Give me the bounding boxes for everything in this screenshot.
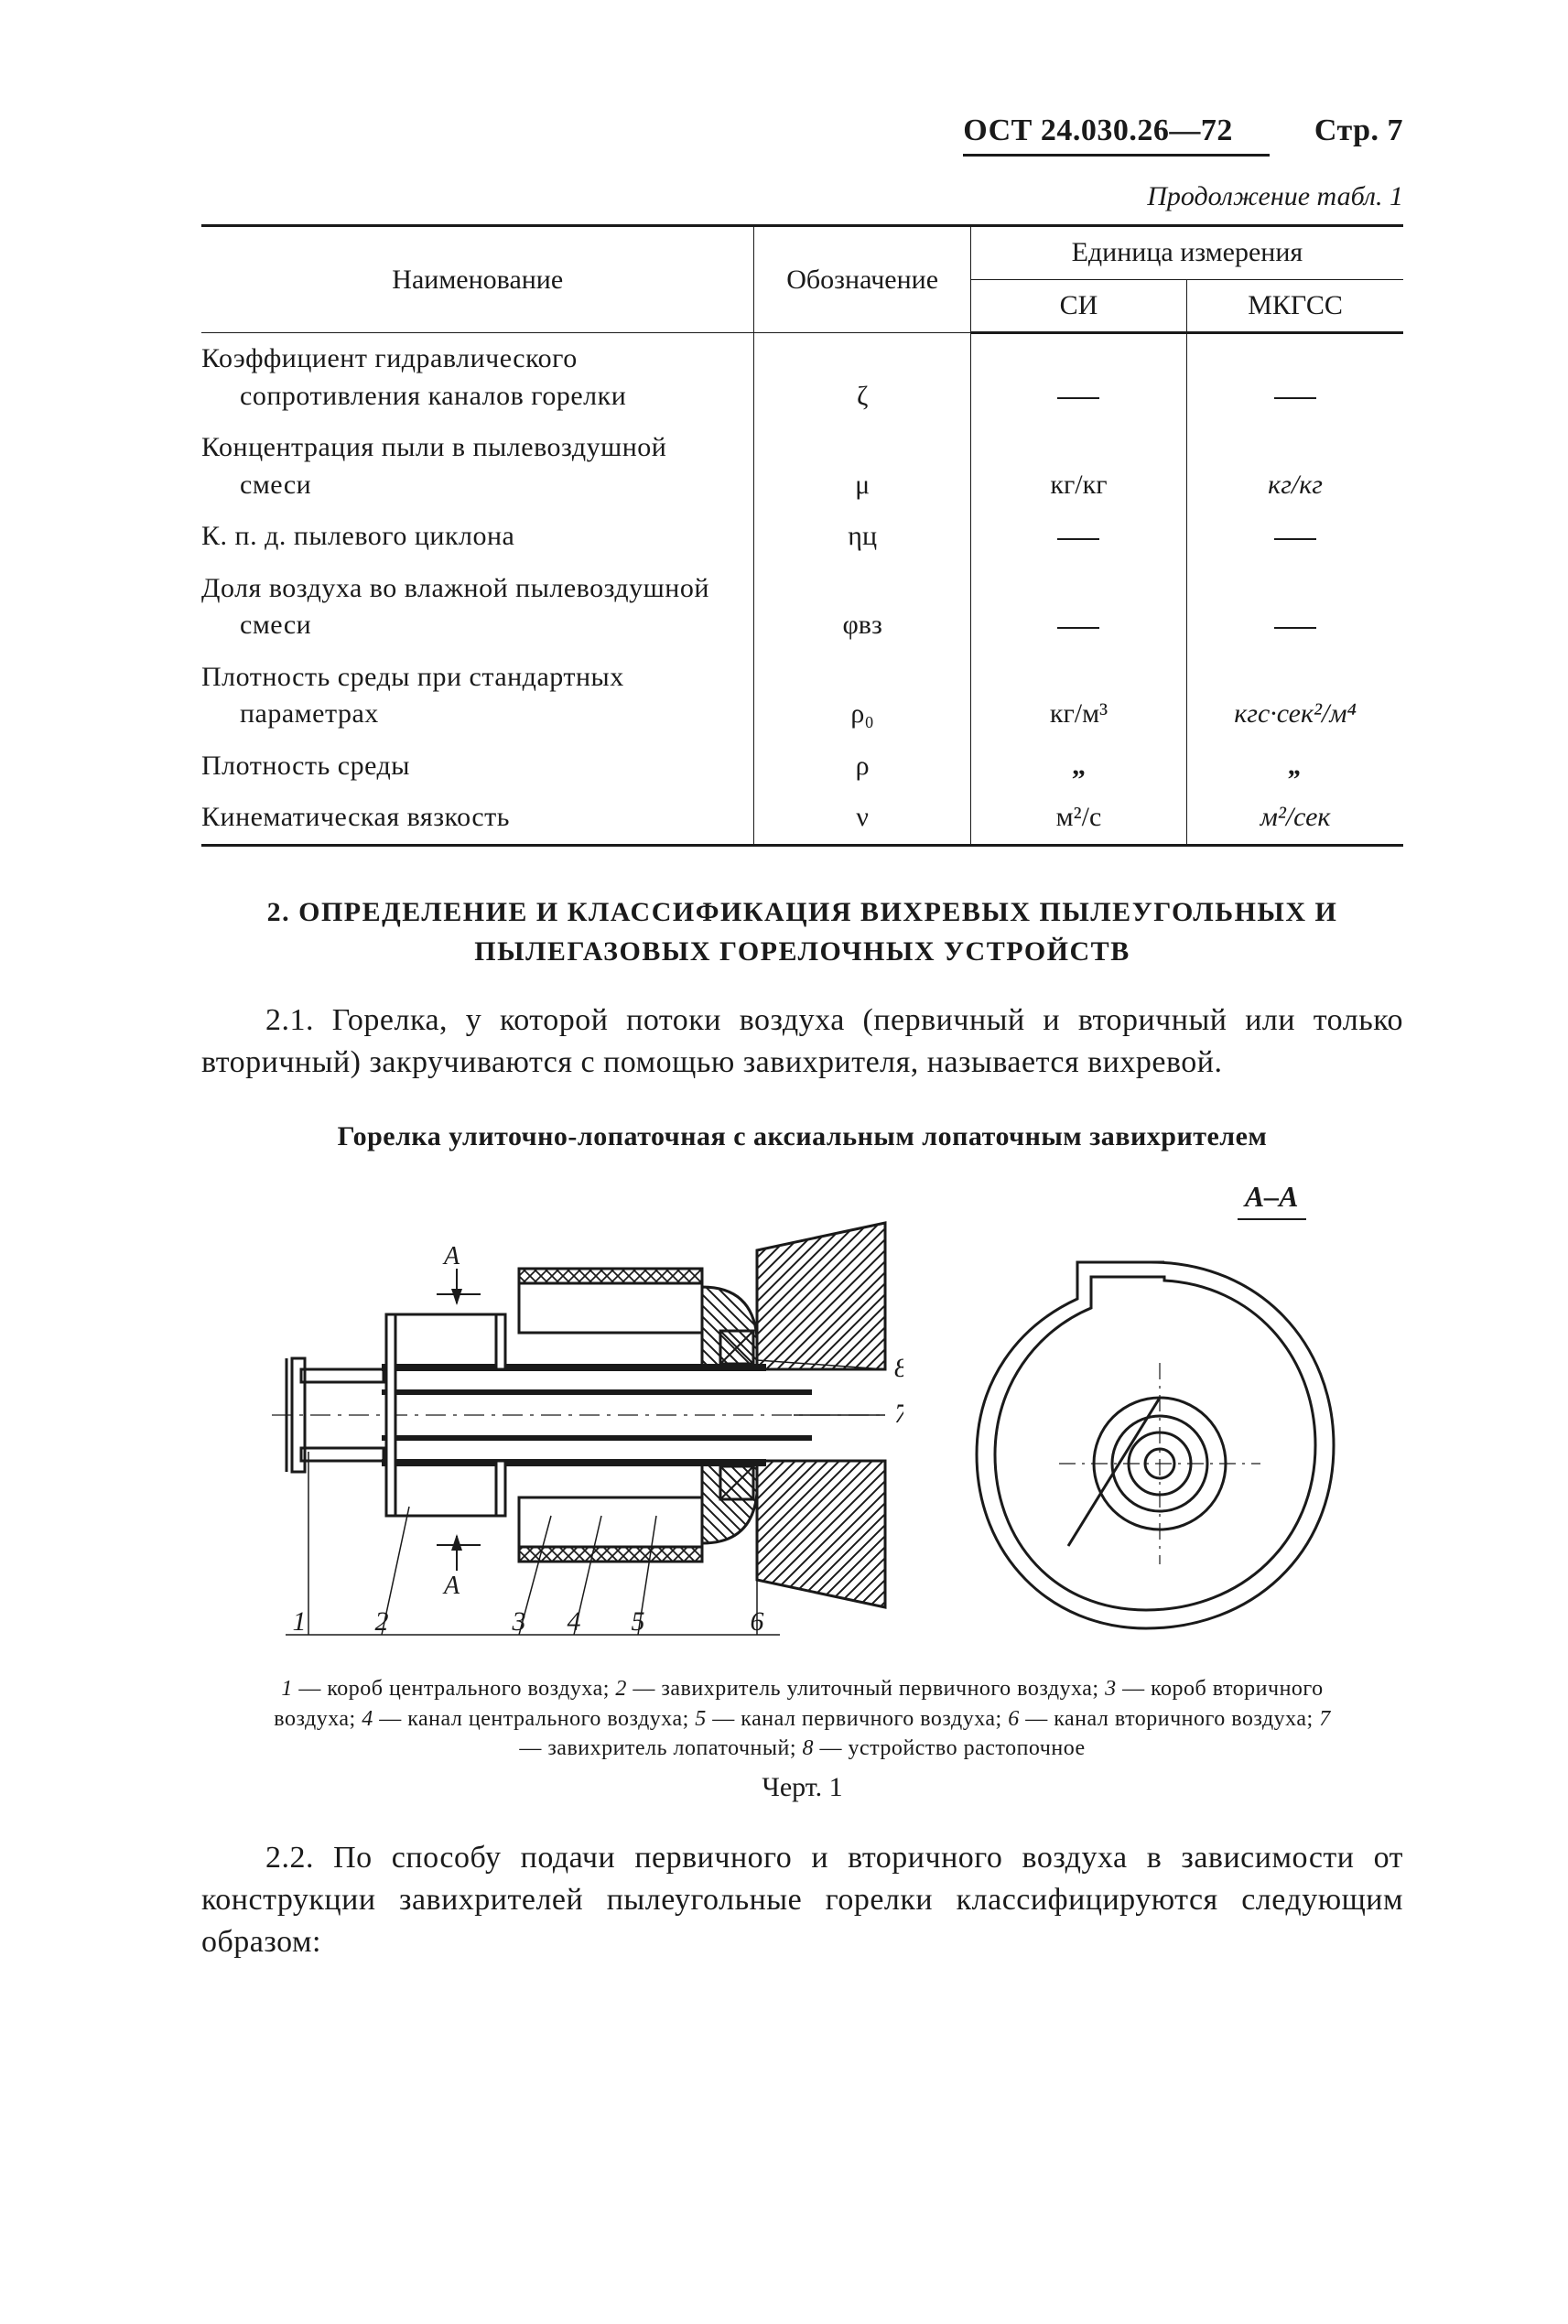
cell-symbol: ρ₀ bbox=[754, 652, 970, 740]
col-header-name: Наименование bbox=[201, 226, 754, 333]
callout-5: 5 bbox=[631, 1606, 644, 1637]
callout-1: 1 bbox=[292, 1606, 306, 1637]
paragraph-2-2: 2.2. По способу подачи первичного и втор… bbox=[201, 1837, 1403, 1963]
cell-mkgss: кг/кг bbox=[1187, 422, 1403, 511]
svg-text:А: А bbox=[442, 1572, 460, 1600]
cell-si: м²/с bbox=[970, 792, 1186, 845]
cell-name: Плотность среды при стандартных параметр… bbox=[201, 659, 741, 733]
figure-longitudinal: А А 1 bbox=[244, 1177, 903, 1653]
cell-name: Кинематическая вязкость bbox=[201, 799, 741, 837]
cell-mkgss: м²/сек bbox=[1187, 792, 1403, 845]
section-aa-label: А–А bbox=[1238, 1177, 1306, 1220]
cell-si: кг/кг bbox=[970, 422, 1186, 511]
figure-section-aa bbox=[931, 1226, 1361, 1656]
data-table: Наименование Обозначение Единица измерен… bbox=[201, 224, 1403, 847]
paragraph-2-1: 2.1. Горелка, у которой потоки воздуха (… bbox=[201, 1000, 1403, 1084]
cell-symbol: ηц bbox=[754, 511, 970, 563]
callout-4: 4 bbox=[567, 1606, 580, 1637]
table-row: Концентрация пыли в пылевоздушной смеси … bbox=[201, 422, 1403, 511]
cell-si bbox=[970, 563, 1186, 652]
table-row: К. п. д. пылевого циклона ηц bbox=[201, 511, 1403, 563]
figure-title: Горелка улиточно-лопаточная с аксиальным… bbox=[201, 1119, 1403, 1156]
callout-6: 6 bbox=[750, 1606, 763, 1637]
standard-code: ОСТ 24.030.26—72 bbox=[963, 110, 1270, 157]
section-heading: 2. ОПРЕДЕЛЕНИЕ И КЛАССИФИКАЦИЯ ВИХРЕВЫХ … bbox=[201, 892, 1403, 972]
cell-symbol: ρ bbox=[754, 740, 970, 793]
col-header-mkgss: МКГСС bbox=[1187, 279, 1403, 333]
cell-si bbox=[970, 511, 1186, 563]
figure-wrap: А А 1 bbox=[201, 1177, 1403, 1656]
cell-symbol: ν bbox=[754, 792, 970, 845]
table-row: Плотность среды ρ „ „ bbox=[201, 740, 1403, 793]
figure-section-wrap: А–А bbox=[931, 1177, 1361, 1656]
cell-mkgss: кгс·сек²/м⁴ bbox=[1187, 652, 1403, 740]
callout-3: 3 bbox=[511, 1606, 525, 1637]
cell-mkgss bbox=[1187, 563, 1403, 652]
cell-name: К. п. д. пылевого циклона bbox=[201, 518, 741, 556]
cell-name: Концентрация пыли в пылевоздушной смеси bbox=[201, 429, 741, 503]
callout-7: 7 bbox=[894, 1399, 903, 1429]
cell-mkgss: „ bbox=[1187, 740, 1403, 793]
page-header: ОСТ 24.030.26—72 Стр. 7 bbox=[201, 110, 1403, 157]
cell-name: Коэффициент гидравлического сопротивлени… bbox=[201, 340, 741, 415]
table-row: Доля воздуха во влажной пылевоздушной см… bbox=[201, 563, 1403, 652]
cell-si: „ bbox=[970, 740, 1186, 793]
figure-legend: 1 — короб центрального воздуха; 2 — зави… bbox=[263, 1674, 1343, 1763]
col-header-unit: Единица измерения bbox=[970, 226, 1403, 280]
cell-mkgss bbox=[1187, 511, 1403, 563]
cell-symbol: μ bbox=[754, 422, 970, 511]
table-row: Кинематическая вязкость ν м²/с м²/сек bbox=[201, 792, 1403, 845]
cell-symbol: φвз bbox=[754, 563, 970, 652]
page: ОСТ 24.030.26—72 Стр. 7 Продолжение табл… bbox=[0, 0, 1568, 2117]
figure-number: Черт. 1 bbox=[201, 1769, 1403, 1807]
callout-2: 2 bbox=[374, 1606, 388, 1637]
callout-8: 8 bbox=[894, 1353, 903, 1383]
cell-si: кг/м³ bbox=[970, 652, 1186, 740]
col-header-symbol: Обозначение bbox=[754, 226, 970, 333]
cell-symbol: ζ bbox=[754, 333, 970, 423]
table-caption: Продолжение табл. 1 bbox=[201, 178, 1403, 216]
col-header-si: СИ bbox=[970, 279, 1186, 333]
cell-name: Доля воздуха во влажной пылевоздушной см… bbox=[201, 570, 741, 644]
table-row: Плотность среды при стандартных параметр… bbox=[201, 652, 1403, 740]
cell-mkgss bbox=[1187, 333, 1403, 423]
cell-name: Плотность среды bbox=[201, 748, 741, 785]
table-row: Коэффициент гидравлического сопротивлени… bbox=[201, 333, 1403, 423]
svg-text:А: А bbox=[442, 1242, 460, 1270]
cell-si bbox=[970, 333, 1186, 423]
page-number: Стр. 7 bbox=[1278, 113, 1403, 147]
